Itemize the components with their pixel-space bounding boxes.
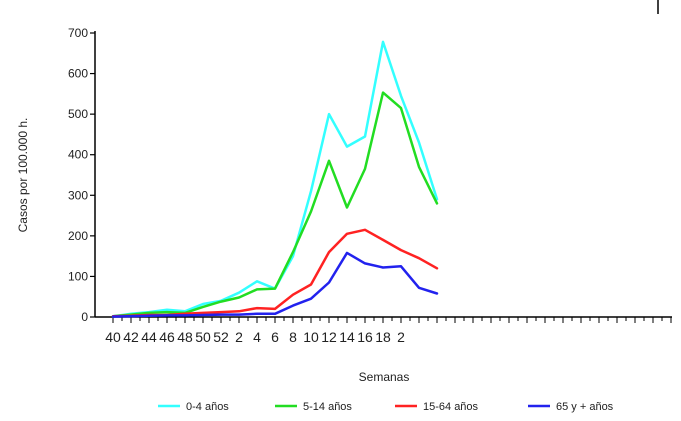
x-tick-label: 52 bbox=[213, 329, 229, 345]
y-tick-label: 700 bbox=[68, 26, 88, 40]
series-line-1 bbox=[111, 40, 439, 318]
x-tick-label: 48 bbox=[177, 329, 193, 345]
y-tick-label: 0 bbox=[81, 310, 88, 324]
x-tick-label: 8 bbox=[289, 329, 297, 345]
legend-label: 0-4 años bbox=[186, 401, 229, 413]
x-tick-label: 10 bbox=[303, 329, 319, 345]
x-tick-label: 40 bbox=[105, 329, 121, 345]
y-tick-label: 200 bbox=[68, 229, 88, 243]
x-tick-label: 46 bbox=[159, 329, 175, 345]
x-tick-label: 14 bbox=[339, 329, 355, 345]
legend-label: 5-14 años bbox=[303, 401, 352, 413]
y-tick-label: 500 bbox=[68, 107, 88, 121]
x-tick-label: 2 bbox=[397, 329, 405, 345]
x-tick-label: 6 bbox=[271, 329, 279, 345]
x-tick-label: 12 bbox=[321, 329, 337, 345]
x-tick-label: 16 bbox=[357, 329, 373, 345]
y-axis-title: Casos por 100.000 h. bbox=[16, 118, 30, 233]
y-tick-label: 400 bbox=[68, 148, 88, 162]
legend-label: 15-64 años bbox=[423, 401, 479, 413]
x-tick-label: 18 bbox=[375, 329, 391, 345]
series-line-4 bbox=[111, 251, 439, 318]
x-tick-label: 50 bbox=[195, 329, 211, 345]
y-tick-label: 100 bbox=[68, 269, 88, 283]
series-line-2 bbox=[111, 91, 439, 318]
x-tick-label: 2 bbox=[235, 329, 243, 345]
x-tick-label: 44 bbox=[141, 329, 157, 345]
series-line-3 bbox=[111, 228, 439, 318]
x-axis-title: Semanas bbox=[359, 370, 410, 384]
legend-label: 65 y + años bbox=[556, 401, 614, 413]
legend: 0-4 años 5-14 años 15-64 años 65 y + años bbox=[158, 401, 614, 413]
x-tick-label: 4 bbox=[253, 329, 261, 345]
y-tick-label: 300 bbox=[68, 188, 88, 202]
y-tick-label: 600 bbox=[68, 67, 88, 81]
x-tick-label: 42 bbox=[123, 329, 139, 345]
